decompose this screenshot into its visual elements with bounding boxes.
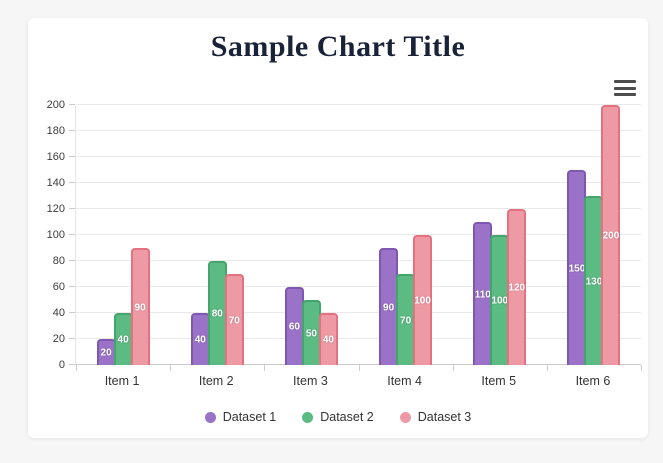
y-axis-tick — [69, 234, 75, 235]
x-axis-tick — [358, 365, 360, 371]
bar-value-label: 90 — [383, 302, 395, 313]
legend-item[interactable]: Dataset 2 — [302, 410, 374, 424]
bar-value-label: 40 — [194, 334, 206, 346]
bar-group: 40 80 70 — [170, 105, 264, 365]
chart-menu-button[interactable] — [612, 78, 638, 98]
chart-title: Sample Chart Title — [210, 30, 466, 63]
legend-marker-icon — [399, 411, 411, 423]
y-axis-tick — [69, 286, 75, 287]
bar-group: 110 100 120 — [453, 105, 547, 365]
bar-value-label: 70 — [228, 315, 240, 326]
y-axis-tick-label: 40 — [52, 307, 65, 319]
y-axis-tick — [69, 156, 75, 157]
x-axis-category-label: Item 2 — [198, 374, 234, 388]
legend-item[interactable]: Dataset 3 — [399, 410, 472, 424]
y-axis-tick-label: 60 — [52, 281, 65, 293]
x-axis-labels: Item 1 Item 2 Item 3 Item 4 Item 5 Item 6 — [75, 374, 640, 388]
gridline — [76, 364, 641, 365]
x-axis-tick — [76, 365, 77, 371]
legend-marker-icon — [204, 411, 216, 423]
y-axis-tick-label: 200 — [46, 99, 65, 111]
y-axis-tick-label: 20 — [52, 333, 65, 345]
x-axis-category-label: Item 1 — [104, 374, 140, 388]
x-axis-category-label: Item 3 — [293, 374, 328, 388]
y-axis-tick — [69, 364, 75, 365]
y-axis-tick-label: 0 — [58, 359, 65, 371]
gridline — [76, 260, 641, 261]
bar-value-label: 110 — [474, 289, 491, 300]
bar-dataset-1[interactable]: 40 — [190, 313, 210, 365]
y-axis-tick — [69, 130, 75, 131]
bar-dataset-3[interactable]: 100 — [413, 235, 433, 365]
y-axis-tick — [69, 182, 75, 183]
bar-value-label: 50 — [305, 328, 317, 339]
legend-label: Dataset 2 — [320, 410, 374, 424]
bar-value-label: 20 — [100, 347, 112, 359]
bar-dataset-3[interactable]: 70 — [224, 274, 244, 365]
y-axis-tick-label: 120 — [46, 203, 65, 215]
bar-dataset-3[interactable]: 120 — [507, 209, 527, 365]
legend-marker-icon — [302, 411, 314, 423]
bar-value-label: 100 — [491, 295, 509, 307]
bar-dataset-2[interactable]: 80 — [207, 261, 227, 365]
y-axis-tick — [69, 208, 75, 209]
y-axis-tick — [69, 338, 75, 339]
x-axis-tick — [546, 365, 548, 371]
bar-value-label: 60 — [288, 321, 300, 333]
gridline — [76, 208, 641, 209]
bar-dataset-3[interactable]: 40 — [318, 313, 338, 365]
bar-value-label: 150 — [568, 263, 586, 274]
bar-group: 90 70 100 — [359, 105, 453, 365]
bar-dataset-3[interactable]: 90 — [130, 248, 150, 365]
gridline — [76, 130, 641, 131]
y-axis-tick-label: 80 — [52, 255, 65, 267]
gridline — [76, 104, 641, 105]
bar-value-label: 90 — [134, 302, 146, 313]
x-axis-tick — [170, 365, 172, 371]
legend-label: Dataset 1 — [222, 410, 277, 424]
y-axis-tick — [69, 260, 75, 261]
hamburger-menu-icon — [614, 93, 636, 96]
chart-card: Sample Chart Title 0 20 40 60 80 100 120 140 160… — [28, 18, 648, 438]
x-axis-tick — [452, 365, 454, 371]
legend-item[interactable]: Dataset 1 — [204, 410, 277, 424]
hamburger-menu-icon — [614, 86, 636, 90]
y-axis-tick-label: 180 — [46, 125, 65, 137]
gridline — [76, 234, 641, 235]
bar-group: 60 50 40 — [264, 105, 358, 365]
bar-value-label: 80 — [211, 308, 223, 320]
bar-value-label: 40 — [322, 334, 334, 346]
x-axis-tick — [641, 365, 642, 371]
plot-area: 0 20 40 60 80 100 120 140 160 180 200 20 40 90 40 80 70 6… — [47, 99, 642, 371]
y-axis-tick-label: 160 — [46, 151, 65, 163]
bar-value-label: 130 — [585, 276, 603, 287]
bar-group: 150 130 200 — [547, 105, 641, 365]
gridline — [76, 286, 641, 287]
bar-value-label: 100 — [414, 295, 431, 307]
bar-groups: 20 40 90 40 80 70 60 50 40 90 70 100 110 100 120 150 130… — [76, 105, 641, 365]
hamburger-menu-icon — [614, 80, 636, 83]
y-axis-tick-label: 140 — [46, 177, 65, 189]
chart-legend: Dataset 1 Dataset 2 Dataset 3 — [28, 410, 648, 424]
y-axis-tick — [69, 312, 75, 313]
bar-value-label: 200 — [602, 230, 620, 242]
bar-group: 20 40 90 — [76, 105, 170, 365]
bar-value-label: 40 — [117, 334, 129, 346]
bar-value-label: 70 — [400, 315, 412, 326]
x-axis-tick — [264, 365, 266, 371]
gridline — [76, 156, 641, 157]
gridline — [76, 182, 641, 183]
gridline — [76, 312, 641, 313]
bar-dataset-2[interactable]: 40 — [113, 313, 133, 365]
bar-value-label: 120 — [508, 282, 526, 294]
x-axis-category-label: Item 6 — [575, 374, 611, 388]
gridline — [76, 338, 641, 339]
legend-label: Dataset 3 — [417, 410, 472, 424]
y-axis-tick-label: 100 — [46, 229, 65, 241]
x-axis-category-label: Item 5 — [481, 374, 517, 388]
y-axis-tick — [69, 104, 75, 105]
bar-dataset-3[interactable]: 200 — [601, 105, 621, 365]
x-axis-category-label: Item 4 — [387, 374, 422, 388]
